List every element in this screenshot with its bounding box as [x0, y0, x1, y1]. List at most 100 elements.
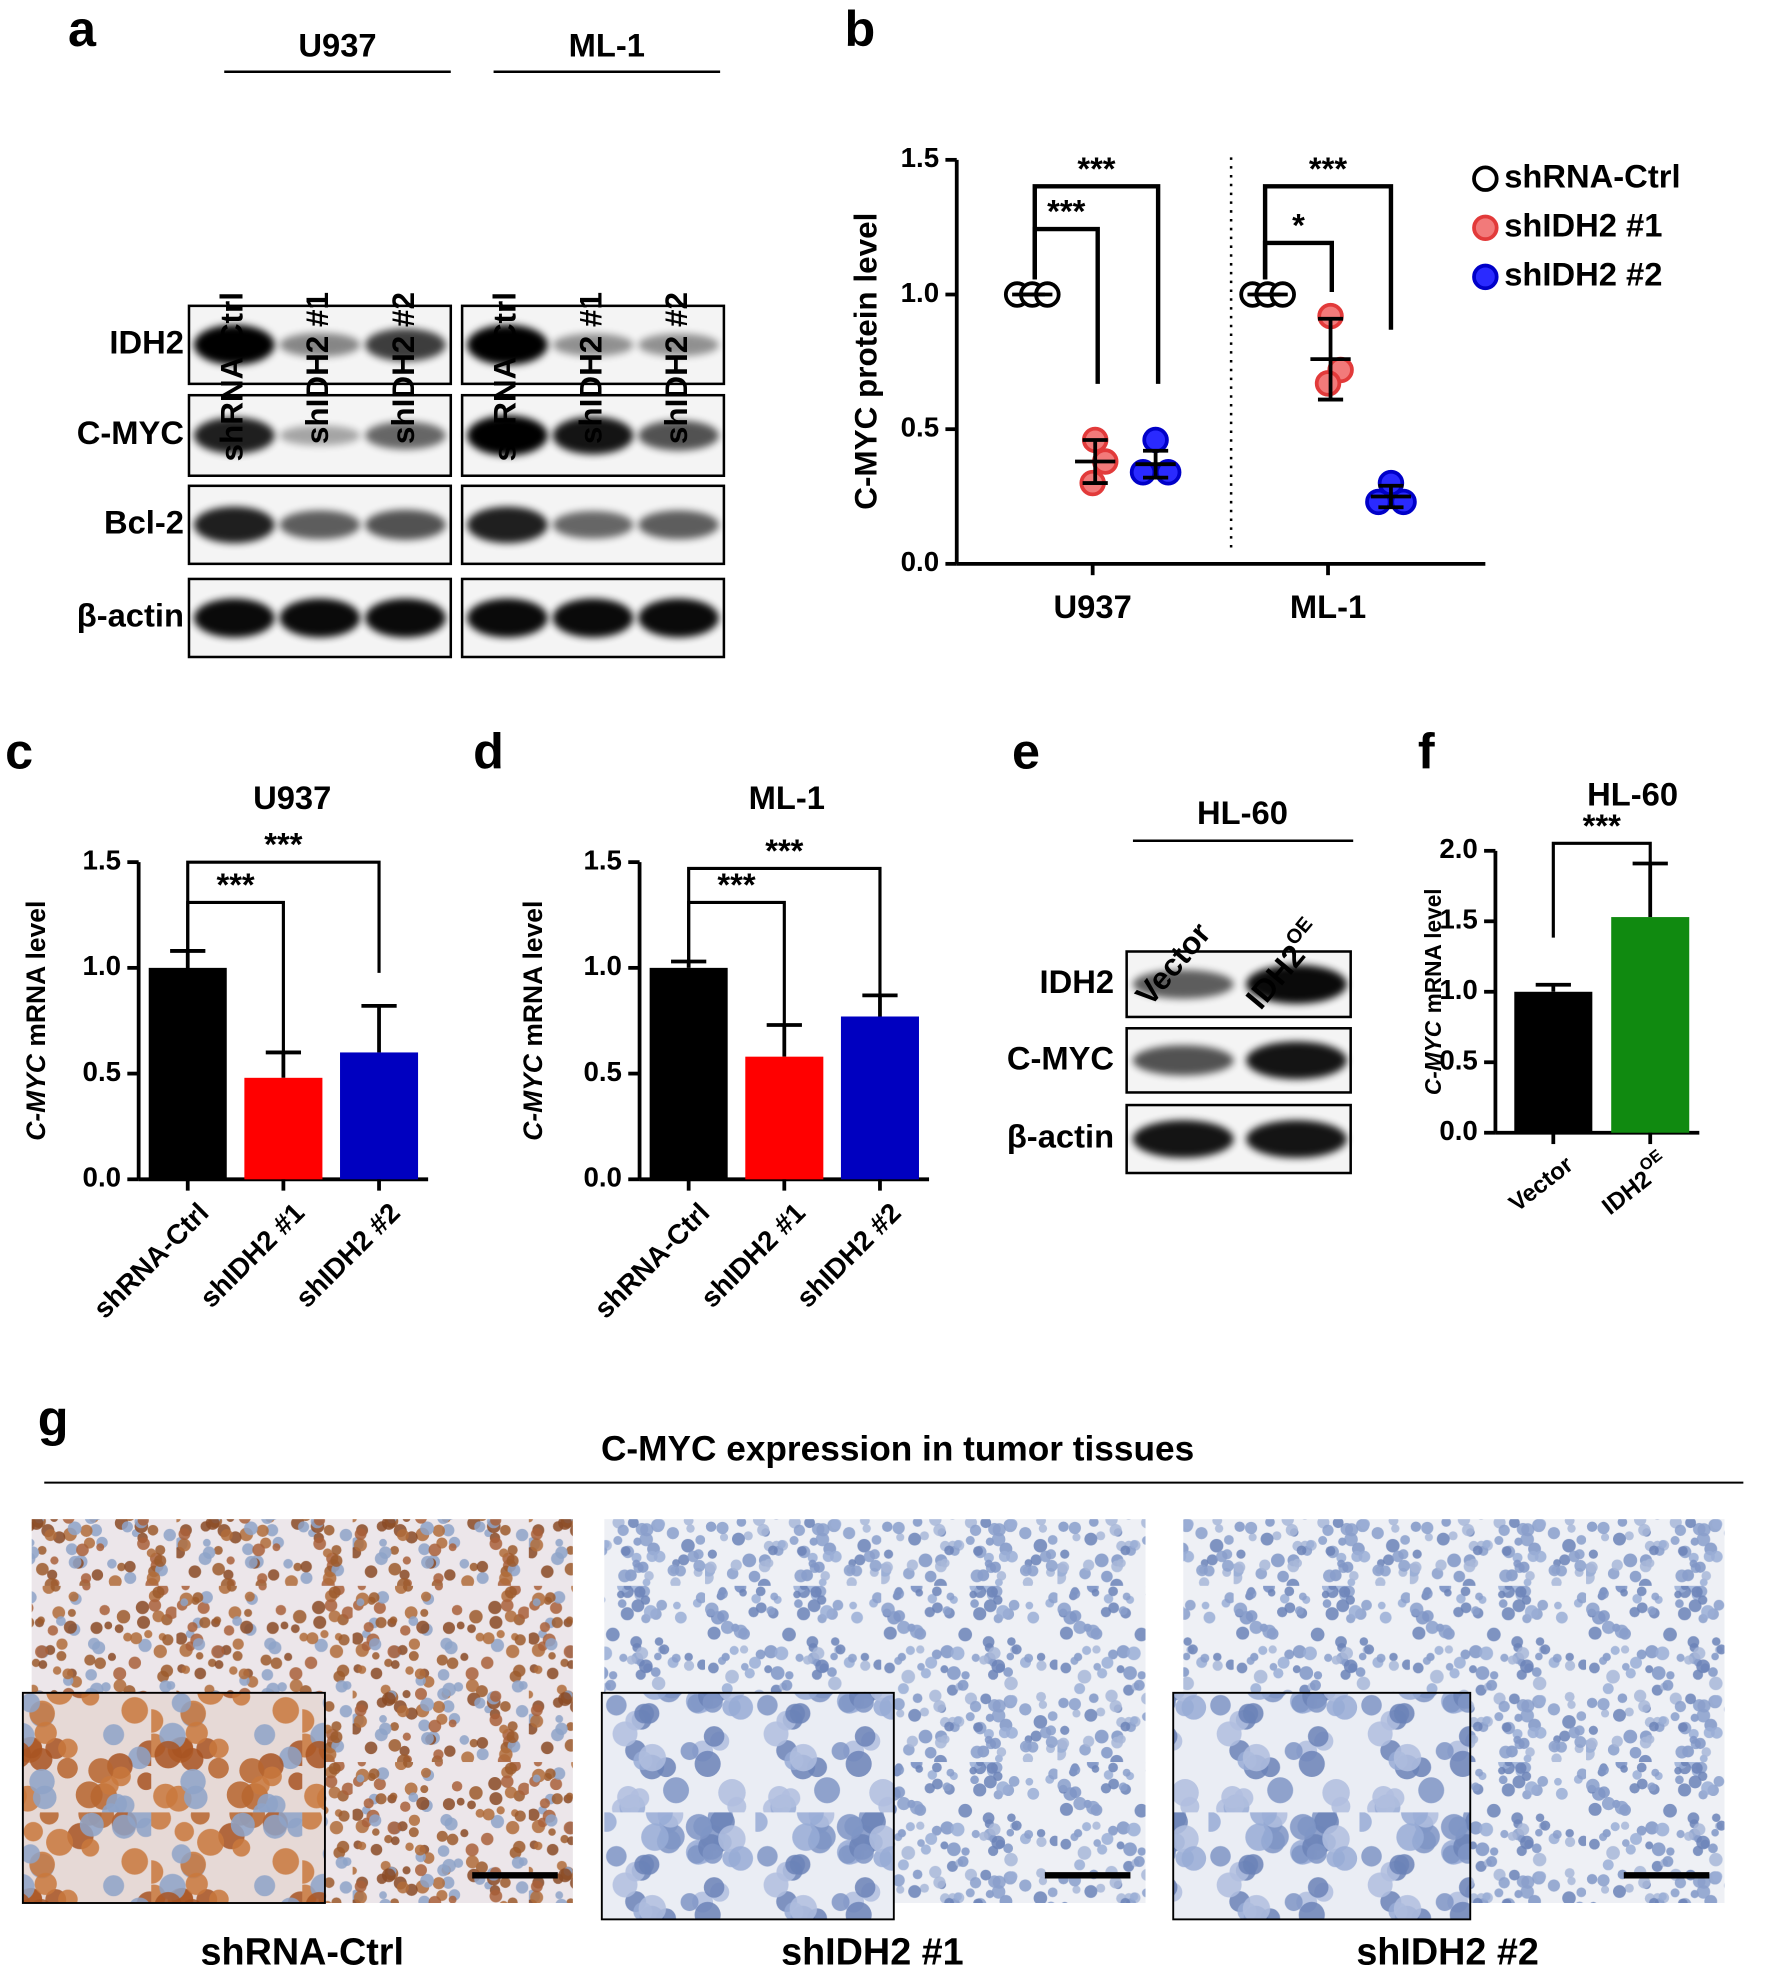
lane-label: shIDH2 #1: [300, 292, 335, 444]
y-tick-label: 0.0: [583, 1162, 621, 1193]
band: [194, 417, 275, 454]
y-axis-label: C-MYC protein level: [849, 213, 884, 510]
tissue-inset: [1172, 1691, 1472, 1921]
bar: [840, 1016, 919, 1180]
band: [552, 510, 634, 539]
cell-line-label: HL-60: [1197, 794, 1288, 831]
y-label-text: mRNA level: [21, 901, 51, 1047]
category-text: shRNA-Ctrl: [87, 1197, 214, 1324]
chart-title: ML-1: [749, 779, 825, 816]
legend-marker: [1472, 263, 1499, 291]
lane-label: shIDH2 #2: [659, 292, 694, 444]
band: [638, 333, 719, 357]
panel-label: f: [1418, 722, 1435, 779]
y-tick-label: 1.5: [583, 844, 621, 875]
panel-label: c: [5, 722, 33, 779]
band: [638, 510, 719, 540]
significance-label: ***: [717, 866, 755, 903]
y-tick-label: 1.0: [83, 950, 121, 981]
panel-label: b: [844, 0, 875, 57]
category-text: shIDH2 #2: [290, 1197, 407, 1314]
significance-label: ***: [1309, 150, 1347, 187]
protein-label: β-actin: [77, 597, 184, 634]
y-label-text: C-MYC protein level: [849, 213, 884, 510]
band: [467, 506, 548, 544]
legend-marker: [1472, 165, 1499, 192]
legend-label: shIDH2 #1: [1504, 206, 1662, 243]
significance-bracket: [687, 866, 882, 995]
bar: [1514, 991, 1593, 1133]
bar: [649, 967, 728, 1180]
cell-line-label: ML-1: [569, 26, 645, 63]
band: [365, 509, 446, 540]
significance-label: ***: [1077, 150, 1115, 187]
protein-label: IDH2: [109, 323, 184, 360]
y-tick-label: 1.0: [583, 950, 621, 981]
data-point: [1314, 370, 1342, 397]
band: [365, 421, 446, 450]
band: [467, 324, 548, 365]
band: [1246, 1041, 1347, 1080]
y-tick-label: 1.5: [1439, 904, 1477, 935]
band: [279, 332, 361, 357]
band: [1132, 1045, 1234, 1076]
band: [194, 324, 275, 365]
band: [1246, 1120, 1347, 1158]
y-tick-label: 0.5: [1439, 1045, 1477, 1076]
bar: [1611, 917, 1690, 1133]
cell-line-label: U937: [298, 26, 376, 63]
band: [279, 598, 361, 638]
data-point: [1365, 488, 1392, 516]
lane-label: shIDH2 #1: [573, 292, 608, 444]
tissue-inset: [600, 1691, 895, 1921]
band: [1132, 1120, 1234, 1158]
data-point: [1142, 426, 1169, 454]
lane-label: shRNA-Ctrl: [215, 292, 250, 462]
significance-label: ***: [1047, 193, 1085, 230]
y-tick-label: 0.5: [901, 411, 939, 442]
lane-label: shRNA-Ctrl: [488, 292, 523, 462]
protein-label: Bcl-2: [104, 503, 184, 540]
band: [279, 425, 361, 446]
chart-title: HL-60: [1587, 775, 1678, 812]
significance-bracket: [1262, 184, 1394, 330]
y-axis-label: C-MYC mRNA level: [21, 901, 51, 1141]
y-tick-label: 0.5: [83, 1056, 121, 1087]
significance-bracket: [1032, 184, 1161, 384]
y-label-gene: C-MYC: [518, 1053, 548, 1141]
y-label-gene: C-MYC: [1420, 1020, 1446, 1095]
data-point: [1390, 488, 1417, 516]
protein-label: IDH2: [1040, 963, 1115, 1000]
bar: [148, 967, 227, 1180]
significance-bracket: [1551, 841, 1652, 938]
y-tick-label: 0.0: [901, 546, 939, 577]
panel-label: d: [473, 722, 504, 779]
band: [1132, 969, 1234, 999]
panel-label: a: [68, 0, 97, 57]
y-tick-label: 2.0: [1439, 833, 1477, 864]
protein-label: C-MYC: [77, 414, 184, 451]
band: [1246, 964, 1347, 1004]
y-tick-label: 0.5: [583, 1056, 621, 1087]
y-tick-label: 1.5: [901, 142, 939, 173]
band: [467, 415, 548, 456]
y-tick-label: 1.0: [901, 277, 939, 308]
y-label-gene: C-MYC: [21, 1053, 51, 1141]
bar: [340, 1052, 419, 1180]
y-axis-label: C-MYC mRNA level: [1420, 888, 1446, 1095]
panel-label: e: [1012, 722, 1040, 779]
band: [279, 510, 361, 540]
x-tick-label: shIDH2 #2: [290, 1197, 407, 1314]
x-tick-label: IDH2OE: [1593, 1146, 1675, 1220]
band: [552, 598, 634, 638]
x-tick-label: shRNA-Ctrl: [588, 1197, 715, 1324]
legend-label: shRNA-Ctrl: [1504, 157, 1680, 194]
band: [552, 333, 634, 357]
legend-marker: [1472, 214, 1499, 242]
protein-label: β-actin: [1007, 1118, 1114, 1155]
bar: [244, 1077, 323, 1180]
significance-label: ***: [216, 866, 254, 903]
y-tick-label: 1.0: [1439, 974, 1477, 1005]
